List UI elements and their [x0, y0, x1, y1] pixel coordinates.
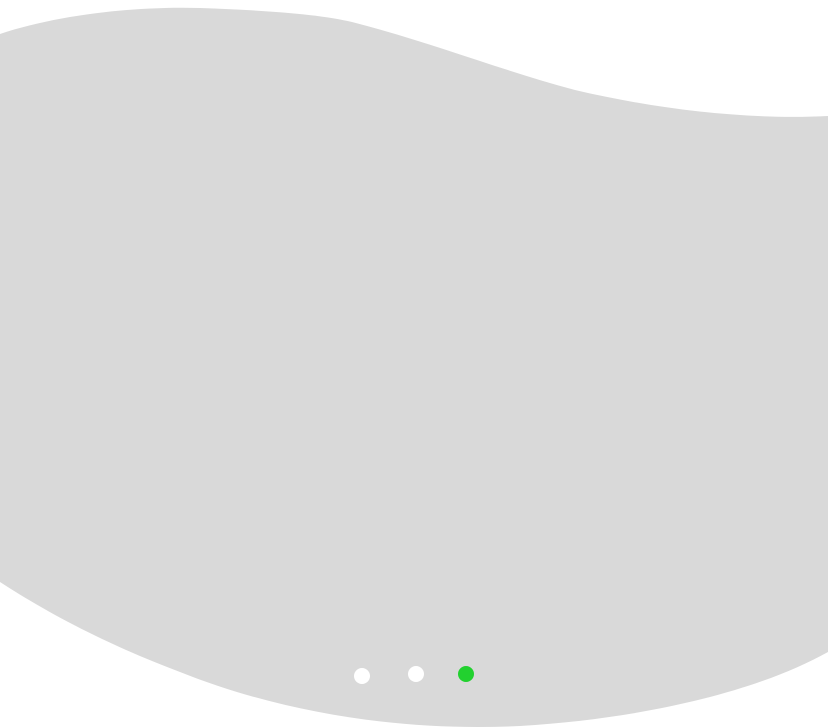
page-dot-2[interactable] [408, 666, 424, 682]
page-dot-3-active[interactable] [458, 666, 474, 682]
page-dot-1[interactable] [354, 668, 370, 684]
